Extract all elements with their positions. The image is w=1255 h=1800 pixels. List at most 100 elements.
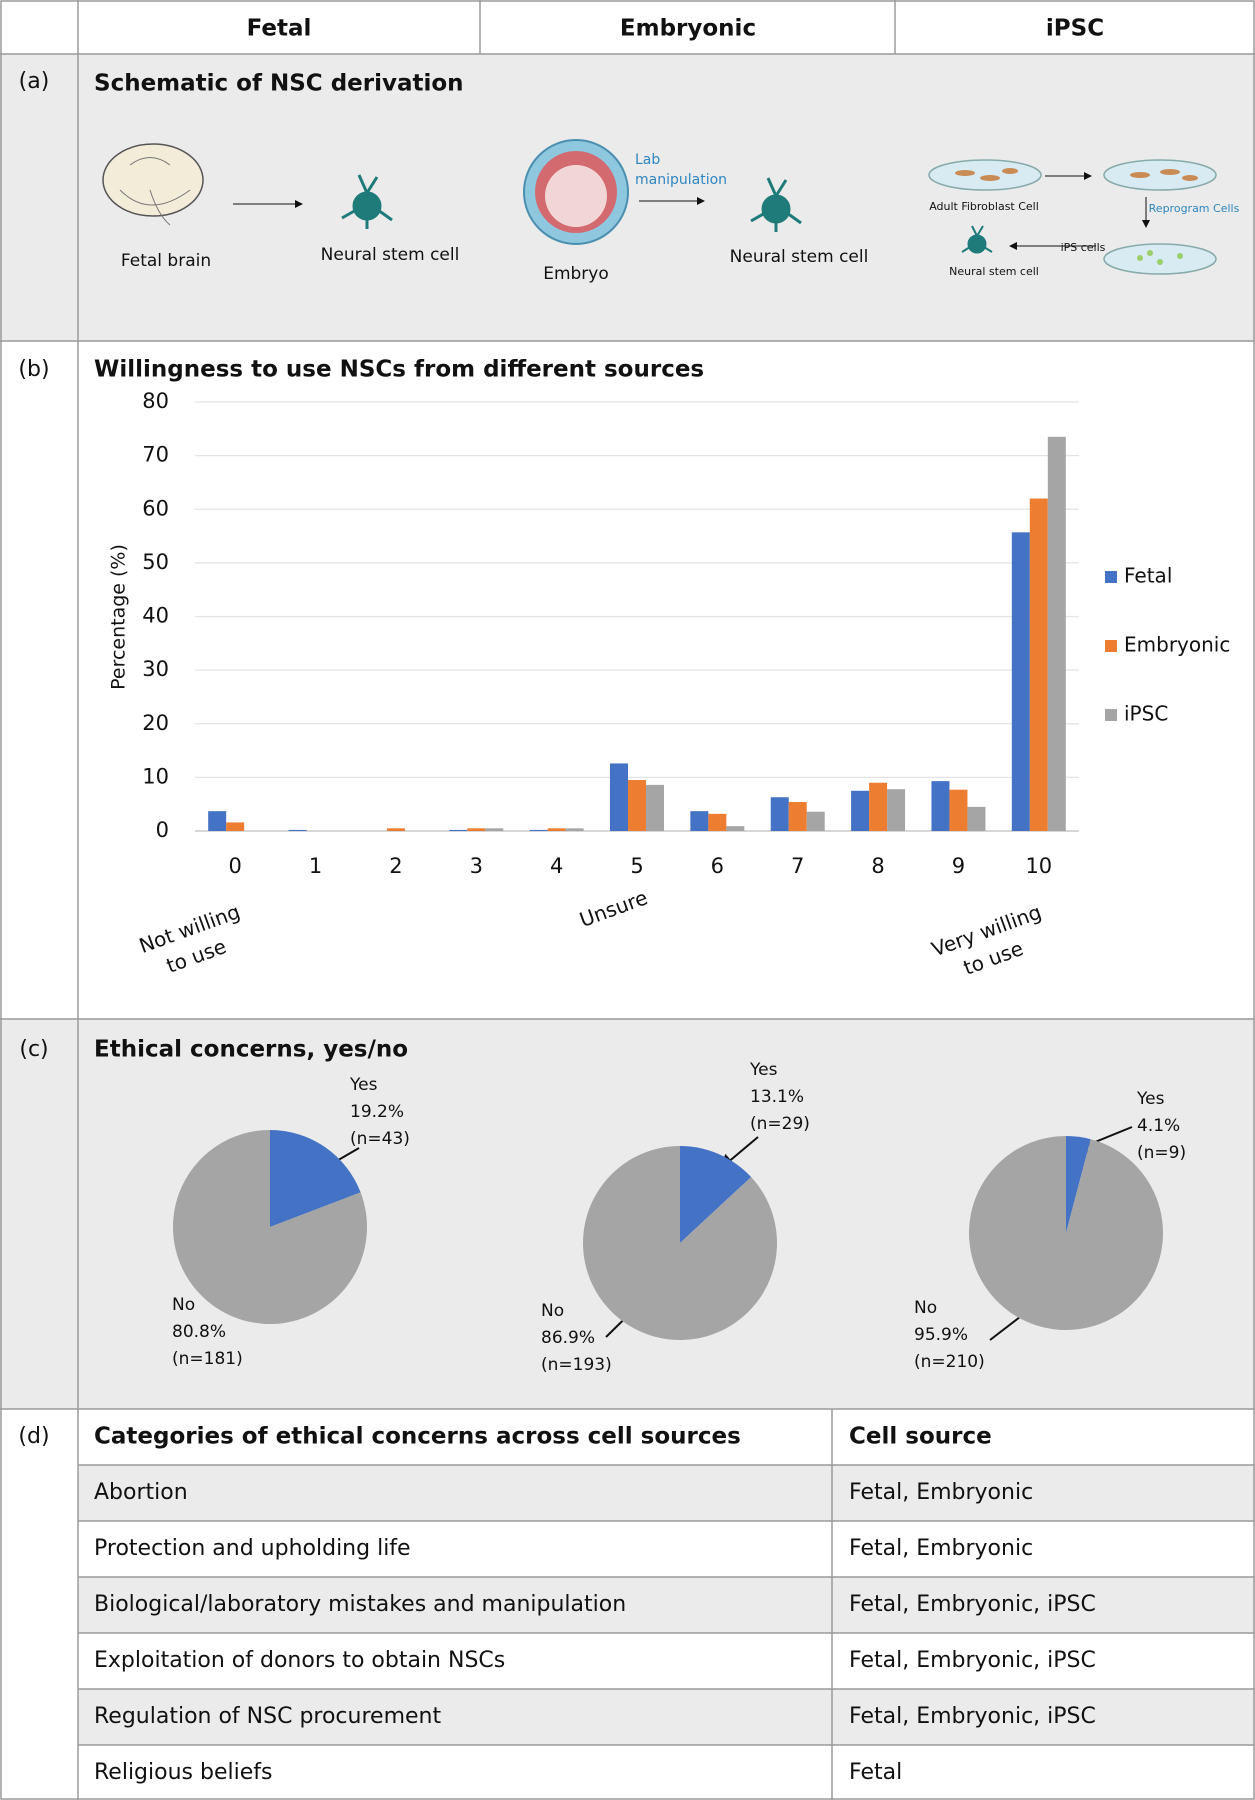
pie-label: 19.2% — [350, 1102, 404, 1122]
bar — [708, 813, 727, 831]
schematic-label: Neural stem cell — [321, 245, 460, 265]
pie-slice — [270, 1130, 361, 1227]
bar — [529, 829, 548, 831]
x-tick-label: 4 — [550, 854, 563, 878]
bar — [967, 806, 986, 831]
bar — [646, 784, 664, 831]
bar — [1011, 532, 1030, 831]
x-tick-label: 6 — [711, 854, 724, 878]
pie-label: 13.1% — [750, 1087, 804, 1107]
pie-label: (n=9) — [1137, 1143, 1186, 1163]
pie-label: (n=210) — [914, 1352, 985, 1372]
legend-swatch — [1105, 640, 1117, 652]
bar — [628, 780, 646, 831]
bar — [208, 811, 227, 831]
pie-slice — [172, 1130, 367, 1324]
bar — [869, 782, 888, 831]
x-tick-label: 10 — [1025, 854, 1052, 878]
column-header: Fetal — [247, 16, 312, 42]
bar — [690, 811, 709, 831]
panel-label: (c) — [19, 1037, 48, 1062]
bar — [806, 811, 825, 831]
y-axis-label: Percentage (%) — [108, 544, 130, 690]
schematic-label: manipulation — [635, 172, 727, 188]
schematic-label: Fetal brain — [121, 251, 211, 271]
bar — [547, 828, 566, 831]
table-cell: Fetal, Embryonic, iPSC — [849, 1648, 1096, 1673]
table-cell: Regulation of NSC procurement — [94, 1704, 441, 1729]
pie-label: Yes — [349, 1075, 378, 1095]
table-cell: Fetal, Embryonic — [849, 1536, 1033, 1561]
panel-label: (d) — [18, 1424, 49, 1449]
bar — [931, 781, 950, 831]
y-tick-label: 60 — [142, 496, 169, 520]
table-header: Cell source — [849, 1424, 992, 1450]
table-cell: Religious beliefs — [94, 1760, 272, 1785]
bar — [449, 829, 468, 831]
y-tick-label: 50 — [142, 550, 169, 574]
bar — [851, 790, 870, 831]
x-tick-label: 0 — [228, 854, 241, 878]
bar — [288, 829, 307, 831]
bar — [887, 789, 906, 831]
table-cell: Protection and upholding life — [94, 1536, 411, 1561]
table-header: Categories of ethical concerns across ce… — [94, 1424, 741, 1450]
bar — [485, 828, 504, 831]
legend-swatch — [1105, 709, 1117, 721]
x-tick-label: 5 — [630, 854, 643, 878]
pie-label: 86.9% — [541, 1328, 595, 1348]
panel-title: Ethical concerns, yes/no — [94, 1037, 408, 1063]
bar — [1047, 436, 1066, 831]
pie-label: No — [172, 1295, 195, 1315]
schematic-label: Neural stem cell — [949, 265, 1039, 278]
legend-label: iPSC — [1124, 702, 1168, 726]
pie-label: (n=193) — [541, 1355, 612, 1375]
x-tick-label: 2 — [389, 854, 402, 878]
pie-slice — [583, 1146, 777, 1341]
schematic-art — [102, 139, 1217, 275]
y-tick-label: 80 — [142, 389, 169, 413]
legend-swatch — [1105, 571, 1117, 583]
bar — [565, 828, 584, 831]
bar — [726, 826, 745, 831]
panel-title: Schematic of NSC derivation — [94, 71, 464, 97]
y-tick-label: 20 — [142, 711, 169, 735]
pie-label: (n=43) — [350, 1129, 410, 1149]
y-tick-label: 10 — [142, 764, 169, 788]
x-note: Unsure — [576, 885, 650, 932]
table-cell: Abortion — [94, 1480, 188, 1505]
schematic-label: iPS cells — [1061, 241, 1106, 254]
panel-label: (b) — [18, 357, 49, 382]
schematic-label: Neural stem cell — [730, 247, 869, 267]
pie-label: 80.8% — [172, 1322, 226, 1342]
table-cell: Fetal, Embryonic, iPSC — [849, 1592, 1096, 1617]
pie-slice — [1066, 1136, 1091, 1233]
pie-label: 4.1% — [1137, 1116, 1180, 1136]
table-stripes — [78, 1465, 1255, 1745]
panel-label: (a) — [19, 69, 50, 94]
bar — [610, 763, 628, 831]
panel-title: Willingness to use NSCs from different s… — [94, 357, 704, 383]
table-cell: Fetal, Embryonic — [849, 1480, 1033, 1505]
bar — [788, 802, 807, 831]
schematic-label: Lab — [635, 152, 660, 168]
legend-label: Embryonic — [1124, 633, 1230, 657]
table-cell: Biological/laboratory mistakes and manip… — [94, 1592, 626, 1617]
schematic-label: Embryo — [543, 264, 609, 284]
bar — [226, 822, 245, 831]
schematic-label: Reprogram Cells — [1149, 202, 1240, 215]
pie-label: (n=29) — [750, 1114, 810, 1134]
pie-label: (n=181) — [172, 1349, 243, 1369]
y-tick-label: 70 — [142, 443, 169, 467]
bar — [1029, 498, 1048, 831]
schematic-label: Adult Fibroblast Cell — [929, 200, 1039, 213]
pie-slice — [680, 1146, 752, 1243]
table-cell: Fetal, Embryonic, iPSC — [849, 1704, 1096, 1729]
pie-label: Yes — [1136, 1089, 1165, 1109]
column-header: Embryonic — [620, 16, 756, 42]
x-tick-label: 8 — [871, 854, 884, 878]
bar — [770, 797, 789, 831]
table-cell: Fetal — [849, 1760, 902, 1785]
pie-slice — [969, 1136, 1163, 1331]
